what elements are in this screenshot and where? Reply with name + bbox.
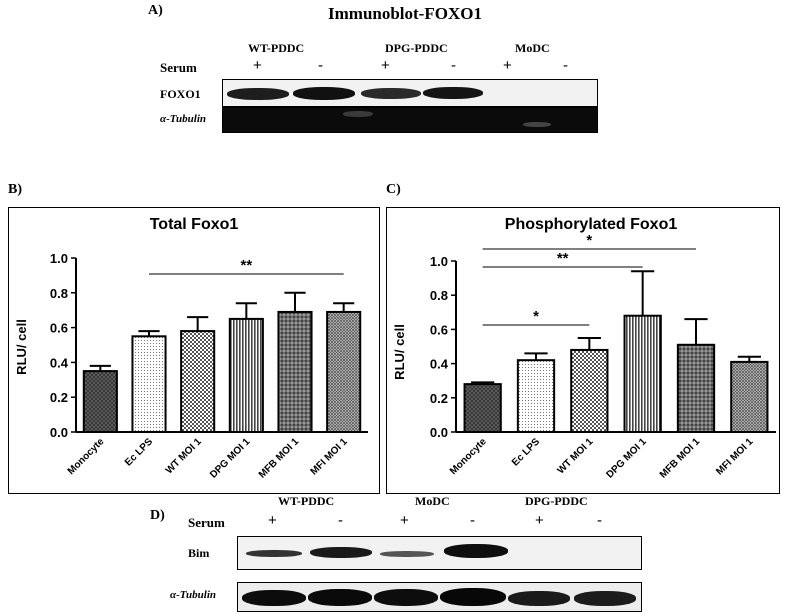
y-tick-label: 0.0 bbox=[50, 425, 68, 440]
blot-band bbox=[380, 551, 434, 557]
y-tick-label: 0.6 bbox=[50, 321, 68, 336]
panel-d-bim-blot bbox=[237, 536, 642, 570]
panel-a-row-tubulin-label: α-Tubulin bbox=[160, 113, 207, 125]
blot-band bbox=[523, 122, 551, 127]
panel-d-tubulin-blot bbox=[237, 582, 642, 612]
bar-dpg-moi-1 bbox=[228, 317, 264, 433]
bar-mfb-moi-1 bbox=[676, 343, 716, 433]
y-tick-label: 0.4 bbox=[430, 357, 449, 372]
significance-label: ** bbox=[557, 250, 569, 267]
panel-a-group-1: WT-PDDC bbox=[248, 41, 305, 55]
bar-wt-moi-1 bbox=[570, 348, 609, 433]
panel-a-sign-3: + bbox=[381, 57, 390, 74]
y-tick-label: 0.2 bbox=[50, 390, 68, 405]
panel-a-group-2: DPG-PDDC bbox=[385, 41, 448, 55]
bar-monocyte bbox=[463, 383, 502, 433]
y-tick-label: 0.8 bbox=[430, 288, 448, 303]
y-axis-label: RLU/ cell bbox=[14, 319, 29, 375]
bar-dpg-moi-1 bbox=[623, 314, 662, 433]
panel-a-group-3: MoDC bbox=[515, 41, 550, 55]
panel-d-group-1: WT-PDDC bbox=[278, 494, 335, 508]
panel-a-foxo1-blot bbox=[222, 79, 598, 107]
y-tick-label: 1.0 bbox=[430, 254, 448, 269]
y-tick-label: 0.0 bbox=[430, 425, 448, 440]
blot-band bbox=[423, 87, 483, 99]
panel-d-sign-5: + bbox=[535, 512, 544, 529]
blot-band bbox=[440, 588, 506, 606]
blot-band bbox=[246, 550, 302, 557]
panel-a-sign-2: - bbox=[318, 57, 323, 74]
y-tick-label: 1.0 bbox=[50, 251, 68, 266]
panel-d-sign-6: - bbox=[597, 512, 602, 529]
panel-d-serum-label: Serum bbox=[188, 515, 225, 530]
panel-a-sign-1: + bbox=[253, 57, 262, 74]
panel-a-tubulin-blot bbox=[222, 107, 598, 133]
panel-c-letter: C) bbox=[386, 182, 401, 197]
y-axis-label: RLU/ cell bbox=[392, 324, 407, 380]
chart-phosphorylated-foxo1: Phosphorylated Foxo1 RLU/ cell 0.0 0.2 0.4… bbox=[386, 207, 780, 494]
panel-a-title: Immunoblot-FOXO1 bbox=[328, 4, 482, 23]
panel-d-row-bim-label: Bim bbox=[188, 546, 210, 560]
bar-mfi-moi-1 bbox=[326, 310, 362, 433]
bar-mfb-moi-1 bbox=[277, 310, 313, 433]
bar-wt-moi-1 bbox=[180, 330, 216, 433]
panel-a-sign-4: - bbox=[451, 57, 456, 74]
panel-a-letter: A) bbox=[148, 3, 163, 18]
blot-band bbox=[444, 544, 508, 558]
blot-band bbox=[374, 589, 438, 606]
y-tick-label: 0.2 bbox=[430, 391, 448, 406]
panel-d-sign-3: + bbox=[400, 512, 409, 529]
panel-d-row-tubulin-label: α-Tubulin bbox=[170, 589, 217, 601]
blot-band bbox=[308, 589, 372, 606]
blot-band bbox=[310, 547, 372, 558]
panel-d-sign-1: + bbox=[268, 512, 277, 529]
bar-ec-lps bbox=[516, 359, 556, 433]
panel-a-sign-5: + bbox=[503, 57, 512, 74]
chart-total-foxo1: Total Foxo1 RLU/ cell 0.0 0.2 0.4 0.6 0.8 1.0… bbox=[8, 207, 380, 494]
blot-band bbox=[574, 591, 636, 606]
bar-ec-lps bbox=[131, 335, 167, 433]
panel-a-sign-6: - bbox=[563, 57, 568, 74]
panel-b-letter: B) bbox=[8, 182, 22, 197]
blot-band bbox=[343, 111, 373, 117]
blot-band bbox=[361, 88, 421, 99]
significance-label: * bbox=[586, 232, 592, 249]
chart-title: Total Foxo1 bbox=[150, 216, 239, 233]
panel-d-sign-4: - bbox=[470, 512, 475, 529]
blot-band bbox=[227, 88, 289, 100]
panel-d-group-3: DPG-PDDC bbox=[525, 494, 588, 508]
panel-d-letter: D) bbox=[150, 508, 165, 523]
significance-label: ** bbox=[240, 257, 252, 274]
y-tick-label: 0.4 bbox=[50, 355, 69, 370]
bar-monocyte bbox=[82, 370, 118, 434]
blot-band bbox=[293, 87, 355, 100]
y-tick-label: 0.6 bbox=[430, 322, 448, 337]
chart-title: Phosphorylated Foxo1 bbox=[505, 216, 678, 233]
panel-d-sign-2: - bbox=[338, 512, 343, 529]
y-tick-label: 0.8 bbox=[50, 286, 68, 301]
blot-band bbox=[508, 591, 570, 606]
blot-band bbox=[242, 590, 306, 606]
bar-mfi-moi-1 bbox=[730, 360, 769, 433]
panel-a-row-foxo1-label: FOXO1 bbox=[160, 87, 201, 101]
significance-label: * bbox=[533, 308, 539, 325]
panel-d-group-2: MoDC bbox=[415, 494, 450, 508]
panel-a-serum-label: Serum bbox=[160, 60, 197, 75]
